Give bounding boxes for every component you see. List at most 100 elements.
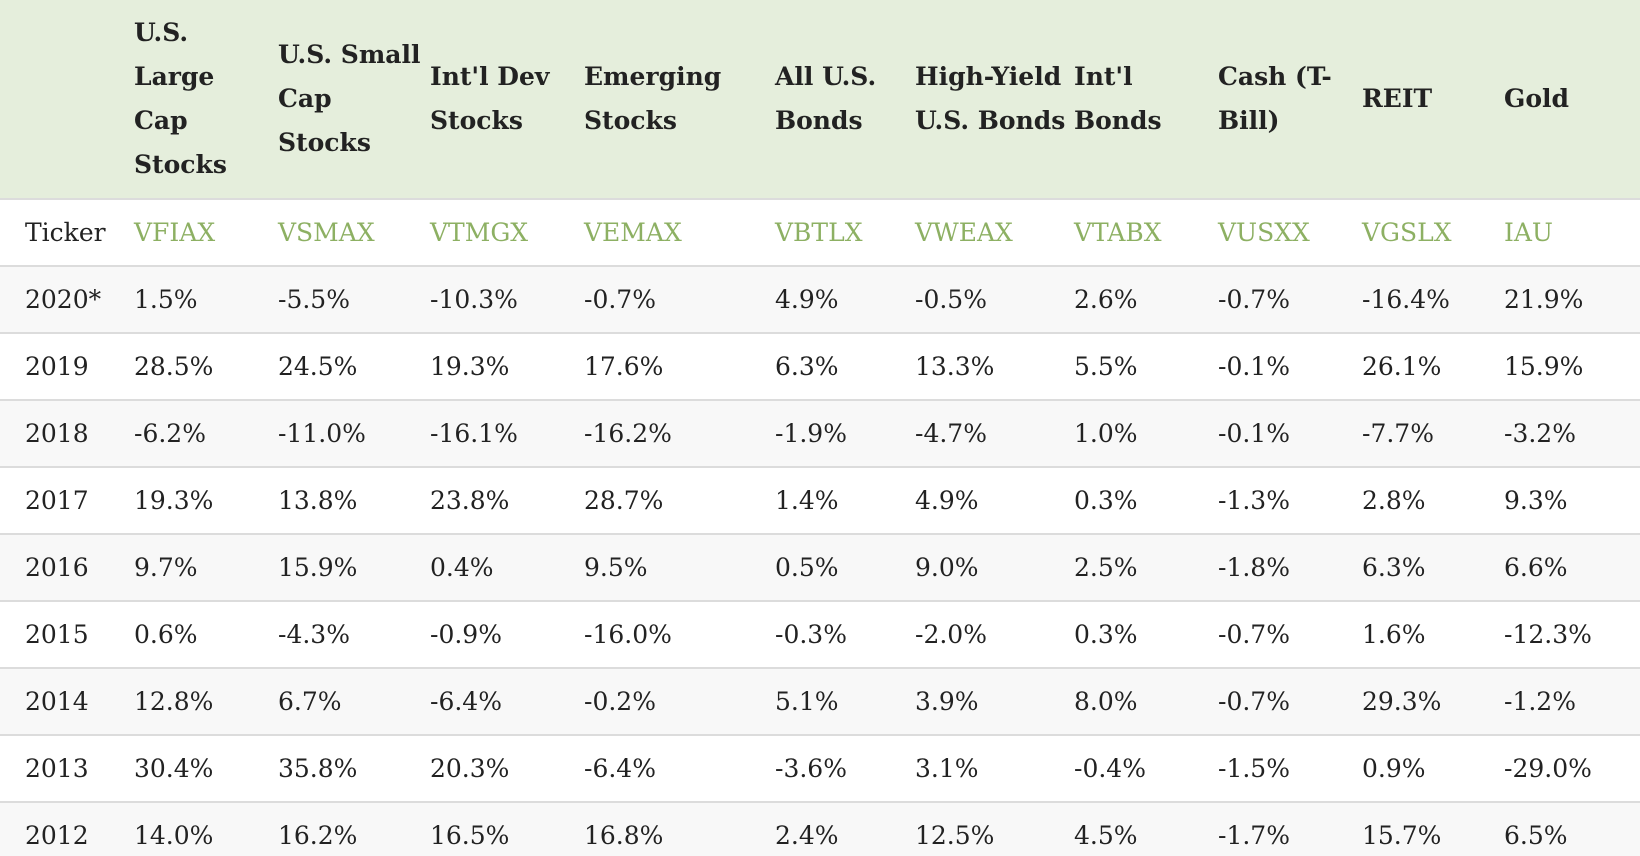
return-cell: 6.3% xyxy=(1362,533,1504,601)
return-cell: 9.5% xyxy=(584,533,775,601)
return-cell: 4.9% xyxy=(775,265,915,333)
year-cell: 2015 xyxy=(0,600,134,668)
return-cell: 19.3% xyxy=(430,332,584,400)
column-header: Emerging Stocks xyxy=(584,62,722,135)
return-cell: 0.5% xyxy=(775,533,915,601)
return-cell: -7.7% xyxy=(1362,399,1504,467)
return-cell: -16.4% xyxy=(1362,265,1504,333)
return-cell: 24.5% xyxy=(278,332,430,400)
return-cell: 15.7% xyxy=(1362,801,1504,856)
return-cell: 23.8% xyxy=(430,466,584,534)
return-cell: 5.1% xyxy=(775,667,915,735)
return-cell: -11.0% xyxy=(278,399,430,467)
year-row: 2019 28.5% 24.5% 19.3% 17.6% 6.3% 13.3% 5.5% -0.… xyxy=(0,332,1640,400)
return-cell: -12.3% xyxy=(1504,600,1640,668)
return-cell: 3.1% xyxy=(915,734,1074,802)
return-cell: 8.0% xyxy=(1074,667,1218,735)
return-cell: 16.2% xyxy=(278,801,430,856)
return-cell: 0.4% xyxy=(430,533,584,601)
return-cell: 6.5% xyxy=(1504,801,1640,856)
return-cell: 5.5% xyxy=(1074,332,1218,400)
return-cell: 2.6% xyxy=(1074,265,1218,333)
year-cell: 2020* xyxy=(0,265,134,333)
year-row: 2013 30.4% 35.8% 20.3% -6.4% -3.6% 3.1% -0.4% -1… xyxy=(0,734,1640,802)
return-cell: -4.3% xyxy=(278,600,430,668)
return-cell: -16.1% xyxy=(430,399,584,467)
year-cell: 2019 xyxy=(0,332,134,400)
column-header: Int'l Dev Stocks xyxy=(430,62,550,135)
header-row: U.S. Large Cap Stocks U.S. Small Cap Stoc… xyxy=(0,0,1640,199)
return-cell: -16.0% xyxy=(584,600,775,668)
return-cell: -0.7% xyxy=(1218,600,1362,668)
row-label: Ticker xyxy=(0,198,134,266)
column-header: U.S. Small Cap Stocks xyxy=(278,40,421,157)
ticker-cell: VWEAX xyxy=(915,198,1074,266)
return-cell: -29.0% xyxy=(1504,734,1640,802)
table-body: Ticker VFIAX VSMAX VTMGX VEMAX VBTLX VWEAX VTAB… xyxy=(0,198,1640,856)
return-cell: 28.7% xyxy=(584,466,775,534)
return-cell: -0.4% xyxy=(1074,734,1218,802)
return-cell: -2.0% xyxy=(915,600,1074,668)
ticker-cell: VSMAX xyxy=(278,198,430,266)
column-header: Gold xyxy=(1504,84,1570,113)
ticker-cell: VEMAX xyxy=(584,198,775,266)
ticker-cell: IAU xyxy=(1504,198,1640,266)
return-cell: 13.3% xyxy=(915,332,1074,400)
return-cell: -0.3% xyxy=(775,600,915,668)
year-cell: 2013 xyxy=(0,734,134,802)
return-cell: -0.7% xyxy=(1218,265,1362,333)
return-cell: -1.9% xyxy=(775,399,915,467)
return-cell: 26.1% xyxy=(1362,332,1504,400)
return-cell: 6.7% xyxy=(278,667,430,735)
column-header: Cash (T-Bill) xyxy=(1218,62,1332,135)
return-cell: -0.7% xyxy=(1218,667,1362,735)
return-cell: 6.6% xyxy=(1504,533,1640,601)
return-cell: 2.8% xyxy=(1362,466,1504,534)
return-cell: 21.9% xyxy=(1504,265,1640,333)
return-cell: 15.9% xyxy=(1504,332,1640,400)
year-row: 2020* 1.5% -5.5% -10.3% -0.7% 4.9% -0.5% 2.6% -0… xyxy=(0,265,1640,333)
return-cell: 12.8% xyxy=(134,667,278,735)
return-cell: 0.9% xyxy=(1362,734,1504,802)
year-row: 2014 12.8% 6.7% -6.4% -0.2% 5.1% 3.9% 8.0% -0.7%… xyxy=(0,667,1640,735)
ticker-cell: VUSXX xyxy=(1218,198,1362,266)
ticker-row: Ticker VFIAX VSMAX VTMGX VEMAX VBTLX VWEAX VTAB… xyxy=(0,198,1640,266)
return-cell: 15.9% xyxy=(278,533,430,601)
ticker-cell: VBTLX xyxy=(775,198,915,266)
return-cell: 4.9% xyxy=(915,466,1074,534)
corner-cell xyxy=(0,0,134,199)
column-header: All U.S. Bonds xyxy=(775,62,877,135)
return-cell: -0.9% xyxy=(430,600,584,668)
return-cell: 16.5% xyxy=(430,801,584,856)
return-cell: 4.5% xyxy=(1074,801,1218,856)
return-cell: -1.5% xyxy=(1218,734,1362,802)
column-header: High-Yield U.S. Bonds xyxy=(915,62,1066,135)
column-header: U.S. Large Cap Stocks xyxy=(134,18,227,179)
return-cell: 30.4% xyxy=(134,734,278,802)
return-cell: 1.0% xyxy=(1074,399,1218,467)
year-row: 2018 -6.2% -11.0% -16.1% -16.2% -1.9% -4.7% 1.0… xyxy=(0,399,1640,467)
return-cell: 9.0% xyxy=(915,533,1074,601)
year-cell: 2014 xyxy=(0,667,134,735)
return-cell: -6.4% xyxy=(430,667,584,735)
return-cell: 28.5% xyxy=(134,332,278,400)
return-cell: 20.3% xyxy=(430,734,584,802)
return-cell: -1.2% xyxy=(1504,667,1640,735)
return-cell: -5.5% xyxy=(278,265,430,333)
return-cell: -1.7% xyxy=(1218,801,1362,856)
return-cell: 17.6% xyxy=(584,332,775,400)
ticker-cell: VFIAX xyxy=(134,198,278,266)
return-cell: -0.7% xyxy=(584,265,775,333)
year-row: 2016 9.7% 15.9% 0.4% 9.5% 0.5% 9.0% 2.5% -1.8% 6.… xyxy=(0,533,1640,601)
return-cell: 2.4% xyxy=(775,801,915,856)
return-cell: 3.9% xyxy=(915,667,1074,735)
year-row: 2015 0.6% -4.3% -0.9% -16.0% -0.3% -2.0% 0.3% -0… xyxy=(0,600,1640,668)
year-row: 2012 14.0% 16.2% 16.5% 16.8% 2.4% 12.5% 4.5% -1.… xyxy=(0,801,1640,856)
return-cell: 2.5% xyxy=(1074,533,1218,601)
return-cell: 6.3% xyxy=(775,332,915,400)
ticker-cell: VTABX xyxy=(1074,198,1218,266)
return-cell: 29.3% xyxy=(1362,667,1504,735)
return-cell: 16.8% xyxy=(584,801,775,856)
return-cell: 0.3% xyxy=(1074,600,1218,668)
